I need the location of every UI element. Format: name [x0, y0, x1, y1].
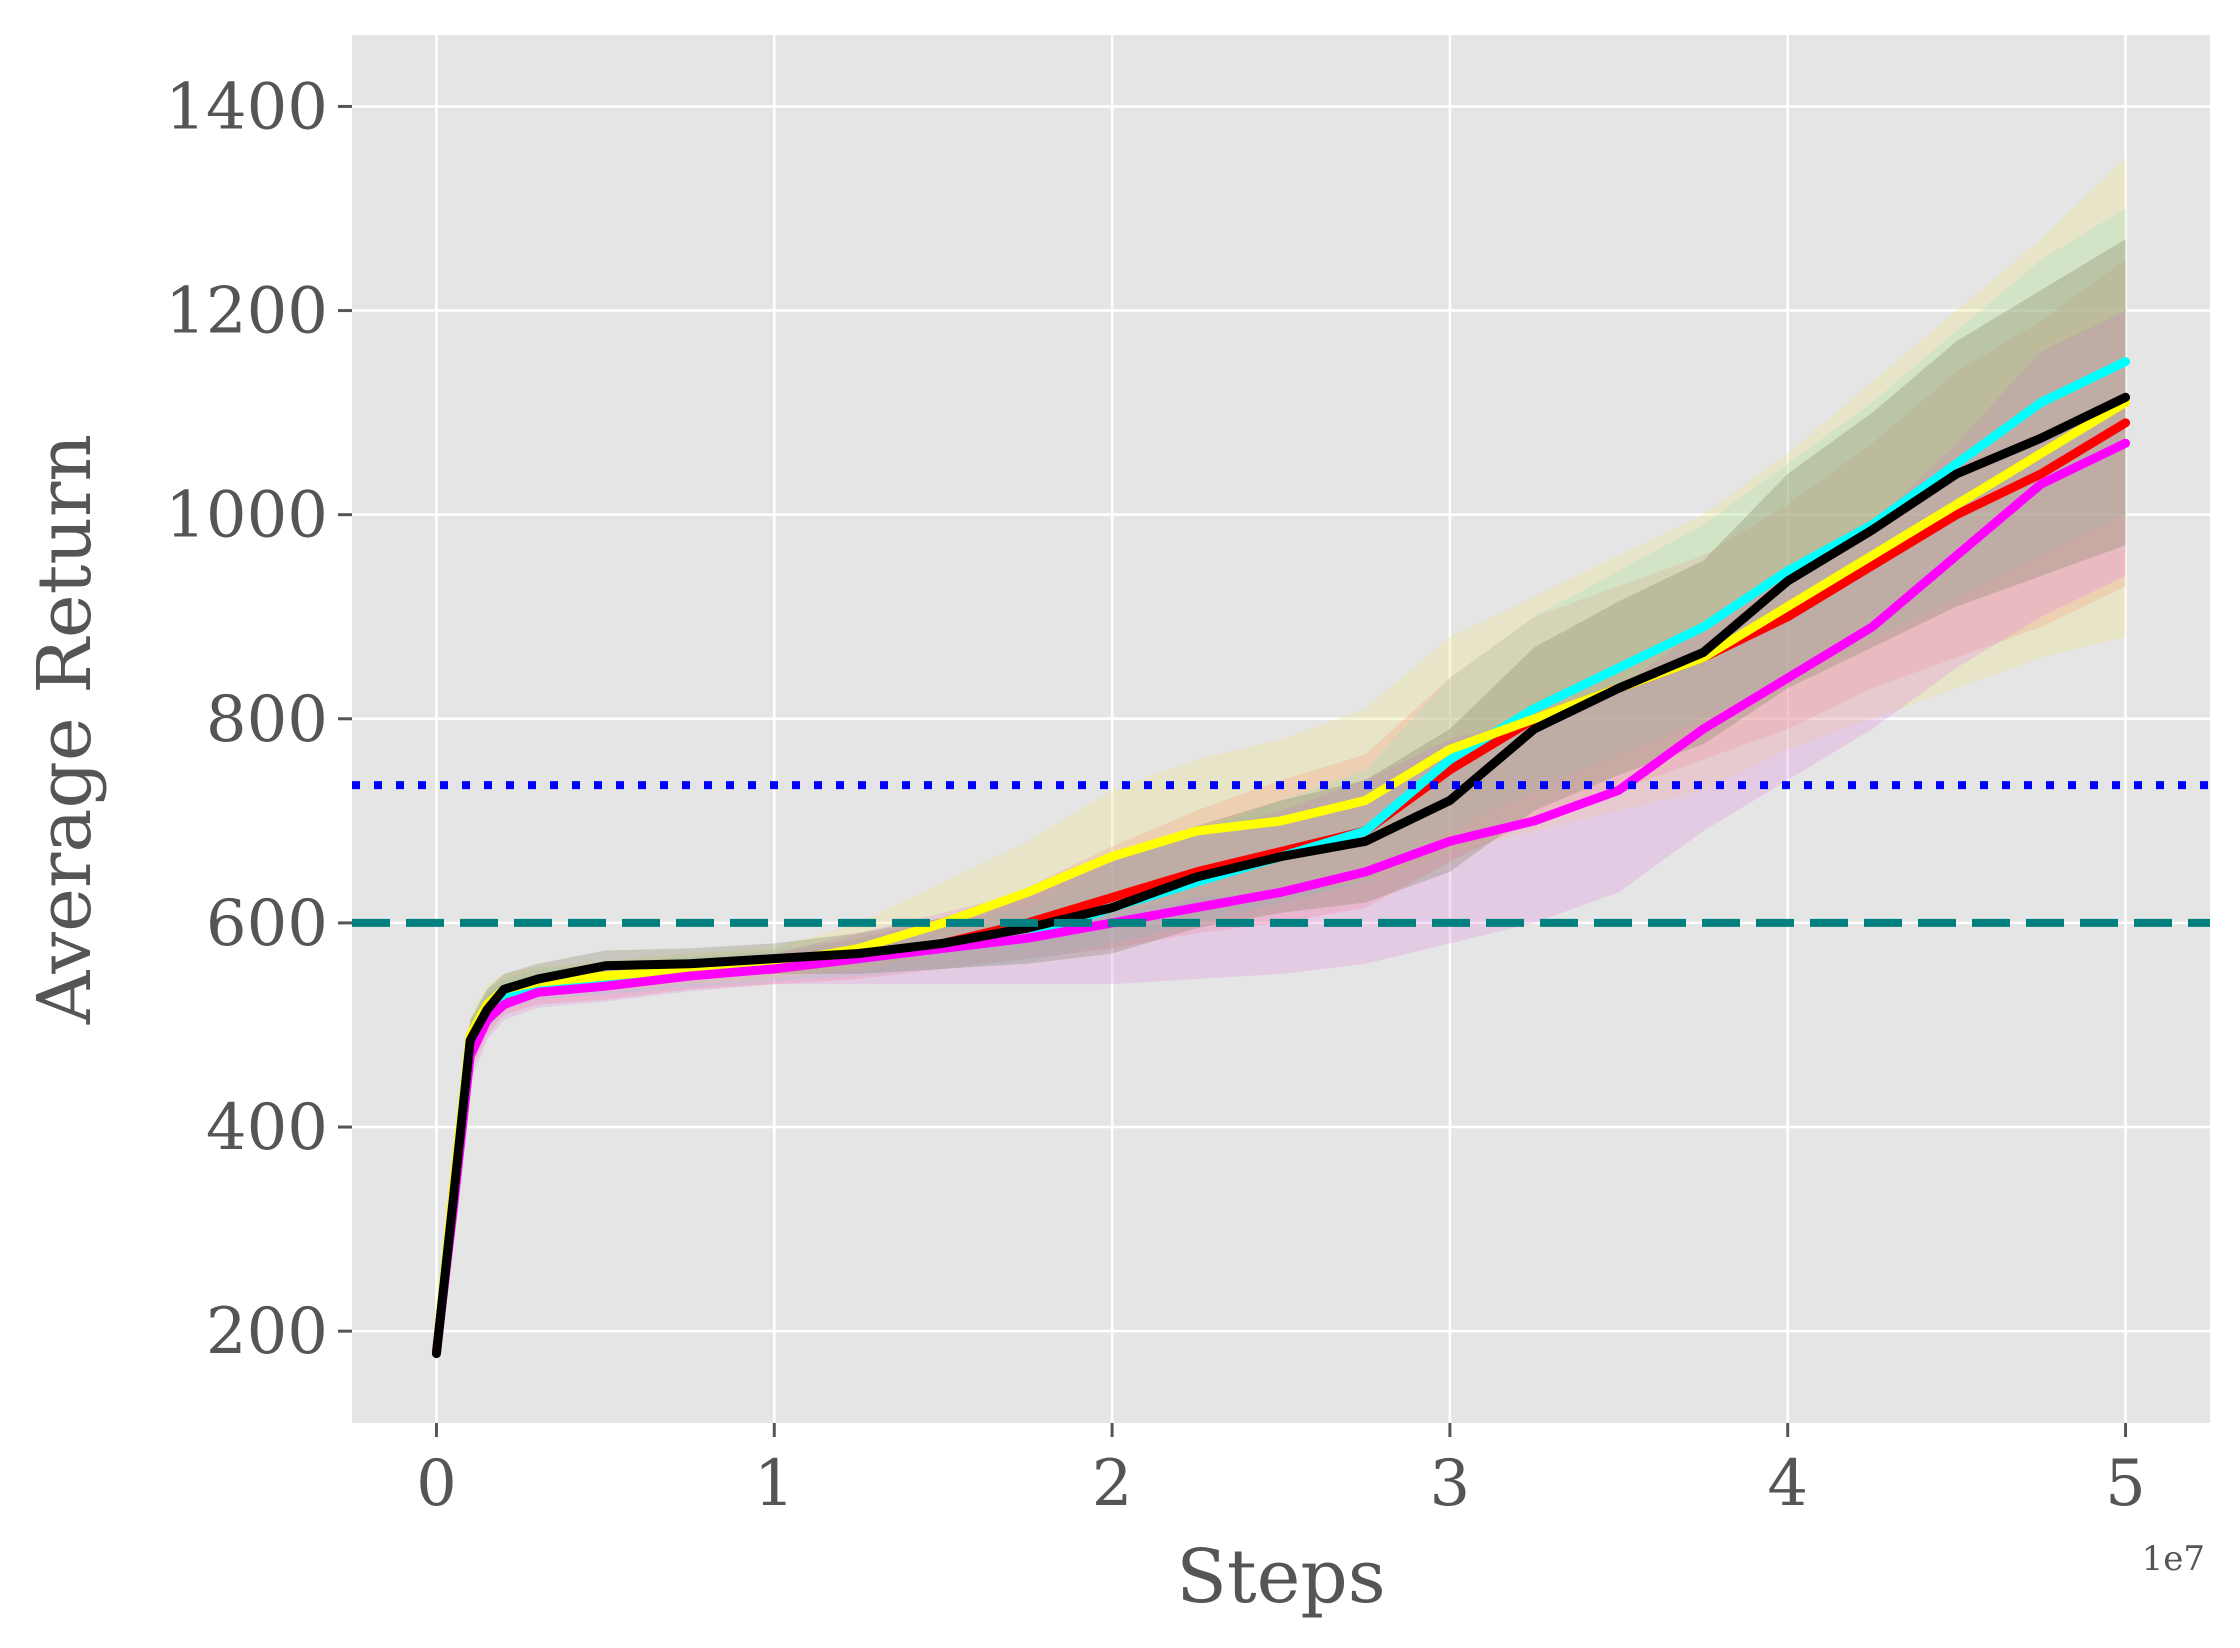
series-band — [436, 239, 2126, 1359]
plot-background — [352, 35, 2210, 1423]
series-line — [431, 392, 2131, 1359]
y-tick-label: 1200 — [165, 275, 328, 349]
x-tick-label: 1 — [754, 1447, 795, 1521]
series-band — [436, 157, 2126, 1357]
x-axis-ticks: 0 1 2 3 4 5 — [416, 1423, 2146, 1521]
x-tick-label: 2 — [1092, 1447, 1133, 1521]
y-tick-label: 1400 — [165, 70, 328, 144]
grid-lines — [352, 35, 2210, 1423]
series-band — [436, 310, 2126, 1357]
confidence-bands — [436, 157, 2126, 1359]
series-band — [436, 259, 2126, 1357]
x-tick-label: 3 — [1430, 1447, 1471, 1521]
x-axis-label: Steps — [1176, 1534, 1386, 1620]
y-tick-label: 400 — [206, 1091, 328, 1165]
y-axis-label: Average Return — [22, 434, 108, 1025]
x-tick-label: 0 — [416, 1447, 457, 1521]
y-tick-label: 1000 — [165, 479, 328, 553]
x-tick-label: 4 — [1767, 1447, 1808, 1521]
y-tick-label: 800 — [206, 683, 328, 757]
y-tick-label: 600 — [206, 887, 328, 961]
x-axis-offset-label: 1e7 — [2142, 1539, 2205, 1579]
y-tick-label: 200 — [206, 1295, 328, 1369]
series-lines — [431, 357, 2131, 1359]
y-axis-ticks: 200 400 600 800 1000 1200 1400 — [165, 70, 352, 1369]
x-tick-label: 5 — [2105, 1447, 2146, 1521]
reference-lines — [352, 781, 2210, 927]
